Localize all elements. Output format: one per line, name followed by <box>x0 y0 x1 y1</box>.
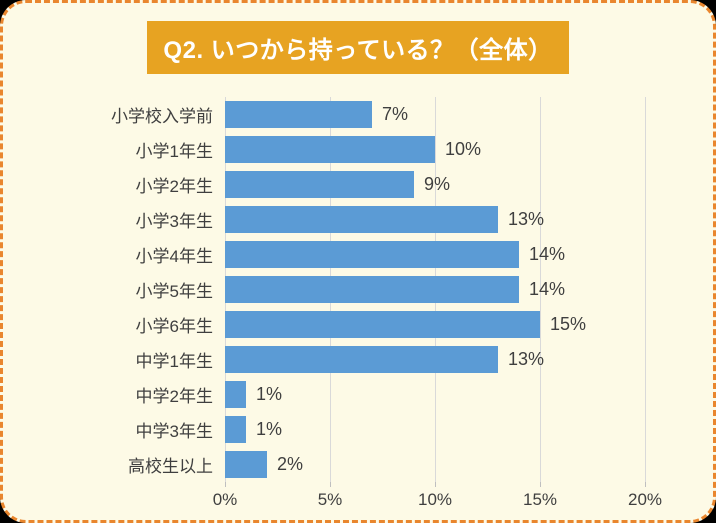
bar-row: 中学1年生 13% <box>3 342 713 377</box>
bar-track: 13% <box>225 342 645 377</box>
bar-track: 1% <box>225 377 645 412</box>
x-axis-tick-label: 0% <box>212 490 238 509</box>
bar <box>225 136 435 163</box>
gridline <box>644 97 646 482</box>
axis-tick <box>434 482 436 487</box>
category-label: 小学4年生 <box>135 247 213 266</box>
bar <box>225 311 540 338</box>
bar <box>225 241 519 268</box>
axis-tick <box>224 482 226 487</box>
value-label: 14% <box>529 279 566 299</box>
bar-row: 中学3年生 1% <box>3 412 713 447</box>
x-axis-tick-label: 5% <box>317 490 343 509</box>
value-label: 7% <box>382 104 409 124</box>
value-label: 14% <box>529 244 566 264</box>
category-label: 小学1年生 <box>135 142 213 161</box>
x-axis: 0% 5% 10% 15% 20% <box>213 490 662 516</box>
category-label: 中学3年生 <box>135 422 213 441</box>
bar-track: 14% <box>225 237 645 272</box>
bar <box>225 171 414 198</box>
bar <box>225 381 246 408</box>
bar-row: 小学6年生 15% <box>3 307 713 342</box>
category-label: 中学1年生 <box>135 352 213 371</box>
bar-track: 7% <box>225 97 645 132</box>
axis-tick <box>539 482 541 487</box>
category-label: 中学2年生 <box>135 387 213 406</box>
gridline <box>539 97 541 482</box>
axis-tick <box>329 482 331 487</box>
bar-track: 1% <box>225 412 645 447</box>
bar-rows: 小学校入学前 7% 小学1年生 10% 小学2年生 9% 小学3年生 13% 小学4年生 14% 小… <box>3 97 713 482</box>
bar-track: 2% <box>225 447 645 482</box>
value-label: 10% <box>445 139 482 159</box>
bar-row: 小学3年生 13% <box>3 202 713 237</box>
value-label: 1% <box>256 419 283 439</box>
x-axis-tick-label: 20% <box>627 490 663 509</box>
bar-row: 小学5年生 14% <box>3 272 713 307</box>
bar-row: 小学2年生 9% <box>3 167 713 202</box>
category-label: 小学校入学前 <box>111 107 213 126</box>
value-label: 9% <box>424 174 451 194</box>
bar <box>225 346 498 373</box>
category-label: 小学6年生 <box>135 317 213 336</box>
x-axis-tick-label: 15% <box>522 490 558 509</box>
bar <box>225 416 246 443</box>
chart-title: Q2. いつから持っている？（全体） <box>147 21 569 74</box>
value-label: 13% <box>508 209 545 229</box>
value-label: 13% <box>508 349 545 369</box>
category-label: 小学3年生 <box>135 212 213 231</box>
category-label: 高校生以上 <box>128 457 213 476</box>
bar-chart: 小学校入学前 7% 小学1年生 10% 小学2年生 9% 小学3年生 13% 小学4年生 14% 小… <box>3 97 713 517</box>
bar-track: 10% <box>225 132 645 167</box>
bar-row: 小学校入学前 7% <box>3 97 713 132</box>
bar-track: 9% <box>225 167 645 202</box>
bar-row: 小学4年生 14% <box>3 237 713 272</box>
value-label: 1% <box>256 384 283 404</box>
axis-tick <box>644 482 646 487</box>
category-label: 小学2年生 <box>135 177 213 196</box>
category-label: 小学5年生 <box>135 282 213 301</box>
bar <box>225 276 519 303</box>
bar-track: 14% <box>225 272 645 307</box>
value-label: 15% <box>550 314 587 334</box>
value-label: 2% <box>277 454 304 474</box>
bar <box>225 206 498 233</box>
x-axis-tick-label: 10% <box>417 490 453 509</box>
bar-row: 中学2年生 1% <box>3 377 713 412</box>
bar <box>225 101 372 128</box>
bar-track: 15% <box>225 307 645 342</box>
bar-track: 13% <box>225 202 645 237</box>
bar-row: 小学1年生 10% <box>3 132 713 167</box>
bar <box>225 451 267 478</box>
bar-row: 高校生以上 2% <box>3 447 713 482</box>
